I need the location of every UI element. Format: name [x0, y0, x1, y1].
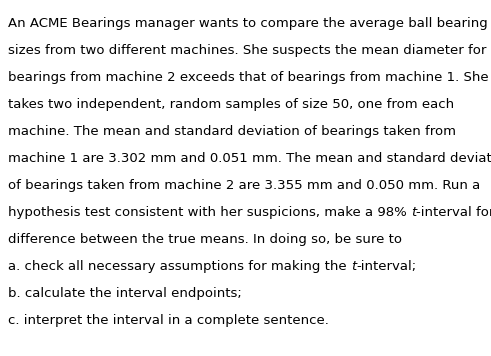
Text: hypothesis test consistent with her suspicions, make a 98%: hypothesis test consistent with her susp…	[8, 206, 411, 219]
Text: takes two independent, random samples of size 50, one from each: takes two independent, random samples of…	[8, 98, 454, 111]
Text: -interval;: -interval;	[356, 260, 416, 273]
Text: bearings from machine 2 exceeds that of bearings from machine 1. She: bearings from machine 2 exceeds that of …	[8, 71, 489, 84]
Text: c. interpret the interval in a complete sentence.: c. interpret the interval in a complete …	[8, 314, 329, 327]
Text: t: t	[351, 260, 356, 273]
Text: machine. The mean and standard deviation of bearings taken from: machine. The mean and standard deviation…	[8, 125, 456, 138]
Text: b. calculate the interval endpoints;: b. calculate the interval endpoints;	[8, 287, 242, 300]
Text: An ACME Bearings manager wants to compare the average ball bearing: An ACME Bearings manager wants to compar…	[8, 17, 488, 30]
Text: of bearings taken from machine 2 are 3.355 mm and 0.050 mm. Run a: of bearings taken from machine 2 are 3.3…	[8, 179, 480, 192]
Text: -interval for the: -interval for the	[416, 206, 491, 219]
Text: machine 1 are 3.302 mm and 0.051 mm. The mean and standard deviation: machine 1 are 3.302 mm and 0.051 mm. The…	[8, 152, 491, 165]
Text: t: t	[411, 206, 416, 219]
Text: difference between the true means. In doing so, be sure to: difference between the true means. In do…	[8, 233, 402, 246]
Text: a. check all necessary assumptions for making the: a. check all necessary assumptions for m…	[8, 260, 351, 273]
Text: sizes from two different machines. She suspects the mean diameter for: sizes from two different machines. She s…	[8, 44, 487, 57]
